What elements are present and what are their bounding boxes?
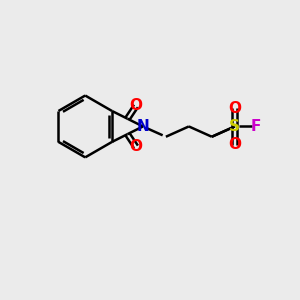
Text: O: O	[129, 98, 142, 113]
Text: S: S	[229, 119, 240, 134]
Text: O: O	[129, 140, 142, 154]
Text: F: F	[250, 119, 261, 134]
Text: O: O	[228, 137, 241, 152]
Text: N: N	[136, 119, 149, 134]
Text: O: O	[228, 101, 241, 116]
